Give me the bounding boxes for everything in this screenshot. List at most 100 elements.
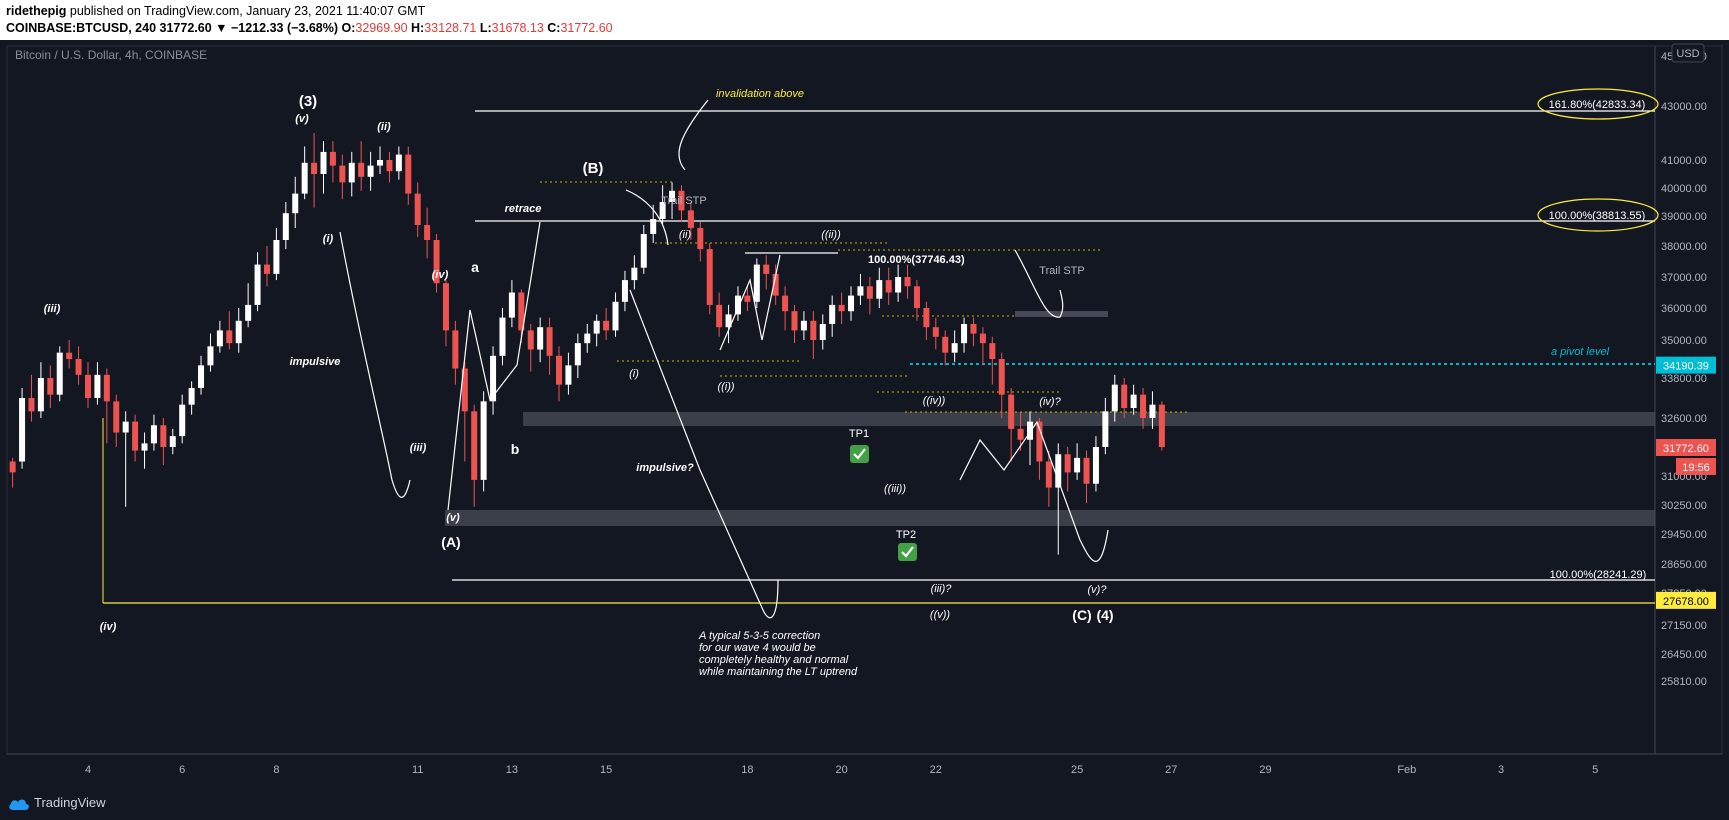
candle-body: [1045, 461, 1052, 488]
time-tick: 18: [741, 764, 753, 776]
tp1-label: TP1: [849, 428, 869, 440]
candle-body: [913, 286, 920, 308]
candle-body: [1121, 384, 1128, 408]
note-line-4: while maintaining the LT uptrend: [699, 666, 858, 678]
candle: [998, 352, 1005, 418]
wave-label-A: (A): [441, 534, 460, 550]
time-tick: 4: [85, 764, 91, 776]
candle: [405, 146, 412, 205]
candle-body: [659, 202, 666, 219]
candle-body: [386, 160, 393, 172]
candle-body: [85, 374, 91, 398]
candle-body: [339, 165, 346, 183]
time-axis[interactable]: 4 6 8 11 13 15 18 20 22 25 27 29 Feb 3 5: [85, 764, 1598, 776]
price-tick: 28650.00: [1661, 559, 1707, 571]
candle: [593, 314, 600, 347]
candle: [763, 255, 770, 290]
price-tick: 36000.00: [1661, 303, 1707, 315]
wave-label-iv-bottom: (iv): [100, 621, 117, 633]
candle-body: [1130, 394, 1137, 408]
candle: [546, 317, 553, 375]
candle: [725, 304, 732, 344]
candle-body: [226, 330, 233, 344]
candle-body: [800, 320, 807, 331]
price-chart[interactable]: Bitcoin / U.S. Dollar, 4h, COINBASE 161.…: [0, 40, 1729, 786]
candle: [556, 346, 562, 402]
candle: [179, 394, 186, 444]
currency-button-label[interactable]: USD: [1676, 48, 1699, 60]
candle-body: [141, 443, 148, 451]
candle-body: [75, 359, 82, 375]
candle: [499, 308, 506, 366]
candle: [1064, 447, 1071, 492]
note-line-1: A typical 5-3-5 correction: [698, 630, 820, 642]
candle: [9, 457, 16, 488]
price-tick: 27150.00: [1661, 620, 1707, 632]
impulsive-path: [339, 231, 411, 498]
tradingview-logo[interactable]: TradingView: [8, 795, 106, 811]
candle: [395, 146, 402, 180]
candle-body: [518, 292, 525, 331]
candle: [565, 352, 572, 395]
time-tick: 11: [412, 764, 423, 776]
candle: [687, 202, 694, 240]
candle: [669, 182, 676, 219]
time-tick: 29: [1259, 764, 1271, 776]
candle: [800, 311, 807, 340]
candle-body: [961, 324, 968, 344]
candle: [895, 264, 902, 302]
time-tick: 6: [179, 764, 185, 776]
candle-body: [405, 154, 412, 194]
candle-body: [1092, 447, 1099, 484]
candle: [245, 283, 252, 328]
candle: [716, 292, 723, 337]
currency-button[interactable]: [1671, 43, 1705, 63]
trail-stp-label-2: Trail STP: [1039, 265, 1084, 277]
author-name[interactable]: ridethepig: [6, 4, 67, 18]
time-tick: 3: [1498, 764, 1504, 776]
candle-body: [480, 401, 487, 480]
candle-body: [198, 365, 205, 388]
candle: [424, 207, 431, 259]
candle-body: [499, 317, 506, 356]
candle: [1140, 388, 1147, 429]
candle-body: [377, 160, 384, 166]
candle: [433, 234, 440, 293]
candle-body: [706, 249, 713, 305]
candle-body: [508, 292, 515, 318]
price-tick: 41000.00: [1661, 155, 1707, 167]
candle-body: [273, 240, 280, 274]
candle-body: [1102, 411, 1109, 447]
close-label: C:: [547, 21, 561, 35]
candle-body: [848, 295, 855, 312]
wave-label-iv-question: (iv)?: [1039, 396, 1061, 408]
open-label: O:: [341, 21, 356, 35]
candle: [1092, 436, 1099, 492]
candle-body: [1140, 394, 1147, 418]
candle: [414, 182, 421, 237]
candle-body: [160, 425, 167, 447]
candle: [866, 277, 873, 315]
price-tags: 34190.39 31772.60 19:56 27678.00: [1656, 356, 1716, 609]
tp2-check-icon: [898, 543, 917, 561]
candle-body: [19, 398, 26, 462]
candle-body: [989, 343, 996, 359]
candle: [734, 286, 741, 321]
candle-body: [216, 330, 223, 347]
candle: [951, 330, 958, 363]
wave-labels: (3) (v) (ii) (i) (iii) impulsive (iv) (i…: [44, 93, 1114, 633]
publication-header: ridethepig published on TradingView.com,…: [0, 0, 1729, 40]
note-line-3: completely healthy and normal: [699, 654, 849, 666]
candle-body: [603, 320, 610, 331]
high-value: 33128.71: [424, 21, 477, 35]
impulsive-question-path: [629, 289, 779, 619]
candle-body: [56, 352, 63, 395]
candle-body: [621, 280, 628, 302]
candle: [216, 320, 223, 353]
candle: [782, 286, 789, 331]
candle-body: [150, 425, 157, 444]
candle: [1074, 443, 1081, 480]
candle: [273, 228, 280, 281]
candle-body: [414, 193, 421, 225]
trail-stp-label: Trail STP: [661, 195, 706, 207]
